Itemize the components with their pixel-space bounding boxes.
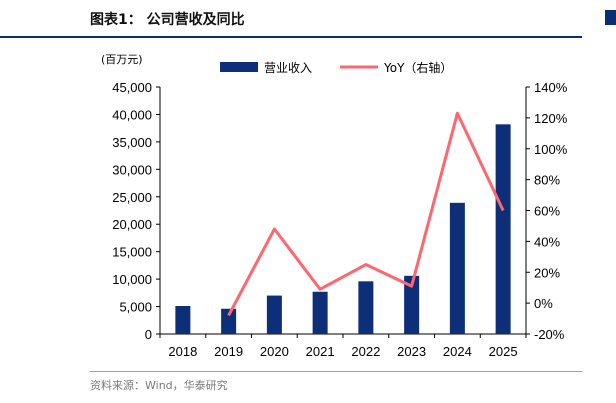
right-axis-tick-label: 20% (534, 265, 560, 280)
x-axis-tick-label: 2024 (443, 344, 472, 359)
left-axis-tick-label: 10,000 (112, 272, 152, 287)
right-axis-tick-label: -20% (534, 327, 565, 342)
left-axis-tick-label: 20,000 (112, 217, 152, 232)
left-axis-tick-label: 0 (145, 327, 152, 342)
revenue-bar (495, 124, 511, 334)
revenue-yoy-chart: (百万元) 0 5,000 10,000 15,000 20,000 25,000 30,00… (101, 53, 568, 359)
next-figure-marker (605, 10, 616, 25)
left-axis-tick-label: 45,000 (112, 80, 152, 95)
legend-label-yoy: YoY（右轴） (383, 60, 452, 75)
revenue-bar (404, 275, 420, 334)
left-axis-tick-label: 30,000 (112, 162, 152, 177)
legend-label-revenue: 营业收入 (264, 61, 312, 75)
x-axis-tick-label: 2020 (260, 344, 289, 359)
x-axis-tick-label: 2018 (168, 344, 197, 359)
left-axis-tick-label: 25,000 (112, 190, 152, 205)
x-axis-tick-label: 2022 (351, 344, 380, 359)
right-axis-tick-label: 60% (534, 204, 560, 219)
left-axis-tick-label: 35,000 (112, 135, 152, 150)
right-axis-tick-label: 40% (534, 234, 560, 249)
x-axis-tick-label: 2019 (214, 344, 243, 359)
right-axis-tick-label: 140% (534, 80, 568, 95)
revenue-bar (175, 306, 191, 334)
left-axis-tick-label: 5,000 (119, 300, 152, 315)
revenue-bar (312, 291, 328, 334)
yoy-line (227, 111, 505, 317)
revenue-bar (221, 308, 237, 334)
x-axis-tick-label: 2021 (306, 344, 335, 359)
right-axis-tick-label: 100% (534, 142, 568, 157)
right-axis-tick-label: 0% (534, 296, 553, 311)
left-axis-tick-label: 40,000 (112, 107, 152, 122)
legend-swatch-revenue (220, 62, 258, 72)
source-note: 资料来源：Wind，华泰研究 (90, 379, 228, 392)
x-axis-tick-label: 2023 (397, 344, 426, 359)
right-axis-tick-label: 80% (534, 173, 560, 188)
revenue-bar (449, 202, 465, 334)
right-axis-tick-label: 120% (534, 111, 568, 126)
source-divider (90, 371, 582, 372)
revenue-bar (266, 295, 282, 334)
left-axis-tick-label: 15,000 (112, 245, 152, 260)
y-axis-unit-label: (百万元) (101, 53, 143, 66)
x-axis-tick-label: 2025 (489, 344, 518, 359)
revenue-bar (358, 281, 374, 334)
figure-header (0, 0, 582, 38)
figure-title: 图表1： 公司营收及同比 (90, 12, 245, 28)
